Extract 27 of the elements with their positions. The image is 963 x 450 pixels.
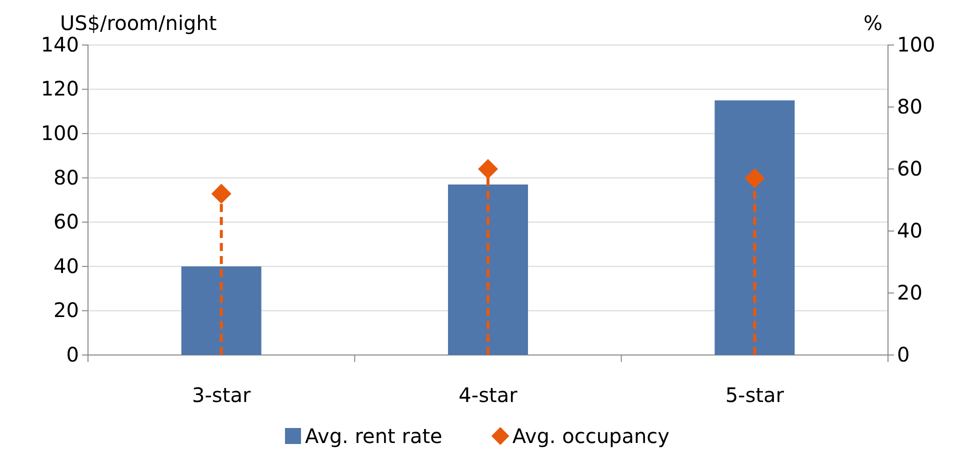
y-tick-label: 20 — [54, 298, 79, 322]
y2-tick-label: 0 — [897, 342, 910, 366]
point — [478, 159, 498, 179]
y-axis-title: US$/room/night — [60, 11, 217, 35]
x-tick-label: 4-star — [458, 383, 518, 407]
y2-tick-label: 20 — [897, 280, 922, 304]
bar — [714, 100, 795, 355]
y2-tick-label: 60 — [897, 156, 922, 180]
y-tick-label: 100 — [40, 120, 79, 145]
y-tick-label: 0 — [66, 342, 79, 366]
y2-tick-label: 40 — [897, 218, 922, 242]
x-tick-label: 3-star — [192, 383, 252, 407]
y-tick-label: 40 — [54, 254, 79, 278]
y-tick-label: 120 — [40, 76, 79, 101]
legend-label: Avg. rent rate — [305, 424, 442, 448]
bar — [181, 266, 262, 355]
point — [744, 168, 765, 188]
legend-label: Avg. occupancy — [512, 424, 670, 448]
y-tick-label: 140 — [40, 32, 79, 56]
x-tick-label: 5-star — [725, 383, 785, 407]
bar — [448, 184, 528, 355]
y2-tick-label: 100 — [897, 32, 936, 56]
y-tick-label: 80 — [54, 165, 79, 190]
y2-tick-label: 80 — [897, 94, 922, 118]
point — [211, 184, 232, 204]
y2-axis-title: % — [863, 11, 883, 35]
y-tick-label: 60 — [54, 210, 79, 234]
